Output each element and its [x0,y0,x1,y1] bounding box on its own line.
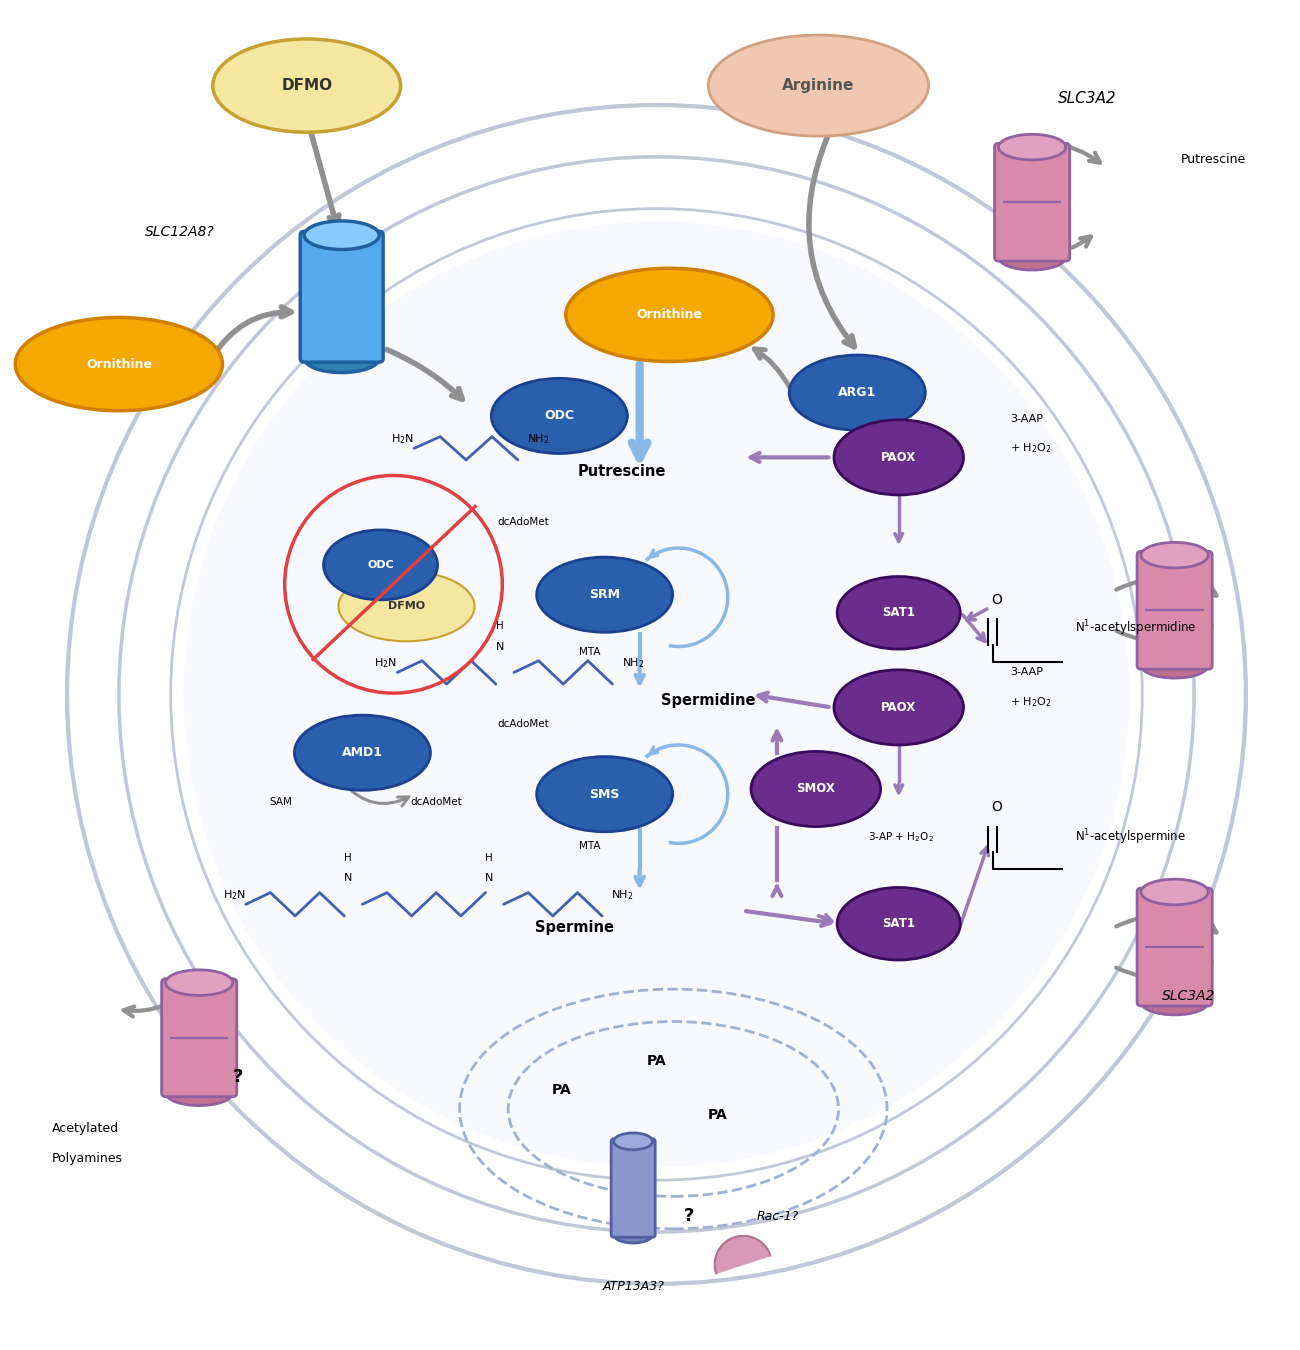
Text: H$_2$N: H$_2$N [391,432,415,446]
Ellipse shape [304,344,380,373]
Text: MTA: MTA [578,841,601,850]
Ellipse shape [537,756,672,832]
Text: 3-AAP: 3-AAP [1010,667,1043,678]
Ellipse shape [833,420,963,495]
Ellipse shape [324,531,438,599]
Text: NH$_2$: NH$_2$ [621,656,644,670]
Text: SAM: SAM [269,796,292,807]
Text: SLC3A2: SLC3A2 [1058,90,1117,107]
Ellipse shape [833,670,963,745]
Text: MTA: MTA [578,647,601,656]
Ellipse shape [304,221,380,250]
Ellipse shape [1141,879,1208,904]
Text: DFMO: DFMO [281,78,333,93]
Text: NH$_2$: NH$_2$ [611,888,633,902]
Text: N$^1$-acetylspermine: N$^1$-acetylspermine [1075,828,1186,846]
Ellipse shape [614,1133,653,1150]
Text: PA: PA [707,1108,727,1122]
Ellipse shape [1141,990,1208,1015]
Text: H$_2$N: H$_2$N [374,656,398,670]
Ellipse shape [1141,652,1208,678]
Ellipse shape [837,887,961,960]
Text: ATP13A3?: ATP13A3? [602,1280,664,1293]
Text: Spermidine: Spermidine [660,694,755,709]
Text: ODC: ODC [545,409,575,423]
Text: Spermine: Spermine [536,921,615,936]
Text: Acetylated: Acetylated [52,1122,118,1135]
Text: ?: ? [233,1068,243,1085]
Ellipse shape [566,269,774,362]
Text: N: N [344,873,352,883]
Ellipse shape [294,716,430,790]
Text: SAT1: SAT1 [883,606,915,620]
Text: N$^1$-acetylspermidine: N$^1$-acetylspermidine [1075,618,1196,639]
Ellipse shape [614,1226,653,1243]
Ellipse shape [1141,543,1208,568]
Text: PAOX: PAOX [881,451,916,464]
Text: 3-AP + H$_2$O$_2$: 3-AP + H$_2$O$_2$ [867,830,933,844]
Text: DFMO: DFMO [387,601,425,612]
Polygon shape [715,1235,771,1273]
Text: O: O [992,801,1002,814]
Text: SAT1: SAT1 [883,917,915,930]
Ellipse shape [338,571,474,641]
Text: O: O [992,593,1002,608]
Text: ?: ? [684,1207,694,1226]
Ellipse shape [165,969,233,995]
Text: dcAdoMet: dcAdoMet [497,720,549,729]
Ellipse shape [16,317,222,410]
Text: SLC12A8?: SLC12A8? [144,225,214,239]
Text: Arginine: Arginine [783,78,854,93]
Text: SMOX: SMOX [797,783,835,795]
FancyBboxPatch shape [300,231,384,362]
Text: 3-AAP: 3-AAP [1010,413,1043,424]
Ellipse shape [213,39,400,132]
Text: Ornithine: Ornithine [86,358,152,371]
Ellipse shape [708,35,928,136]
Text: Putrescine: Putrescine [1182,153,1247,166]
FancyBboxPatch shape [1138,551,1212,670]
FancyBboxPatch shape [611,1139,655,1237]
FancyBboxPatch shape [161,979,237,1096]
Text: H: H [344,853,352,863]
Text: PAOX: PAOX [881,701,916,714]
Text: AMD1: AMD1 [342,747,384,759]
Ellipse shape [998,244,1066,270]
Ellipse shape [998,134,1066,159]
Text: Rac-1?: Rac-1? [757,1210,798,1223]
Text: H$_2$N: H$_2$N [222,888,246,902]
Text: PA: PA [646,1054,667,1068]
Text: N: N [495,641,504,652]
Text: PA: PA [552,1083,572,1096]
Text: ODC: ODC [367,560,394,570]
Text: Polyamines: Polyamines [52,1152,122,1165]
FancyBboxPatch shape [1138,888,1212,1006]
Text: dcAdoMet: dcAdoMet [411,796,462,807]
Ellipse shape [491,378,628,454]
Ellipse shape [789,355,926,431]
Text: SLC3A2: SLC3A2 [1162,990,1216,1003]
Ellipse shape [537,558,672,632]
Text: Ornithine: Ornithine [637,308,702,321]
Text: dcAdoMet: dcAdoMet [497,517,549,526]
Text: + H$_2$O$_2$: + H$_2$O$_2$ [1010,695,1052,709]
FancyBboxPatch shape [994,143,1070,261]
Text: NH$_2$: NH$_2$ [526,432,550,446]
Ellipse shape [837,576,961,649]
Text: ARG1: ARG1 [838,386,876,400]
Text: SRM: SRM [589,589,620,601]
Text: SMS: SMS [589,787,620,801]
Text: Putrescine: Putrescine [577,464,666,479]
Text: N: N [485,873,494,883]
Text: H: H [495,621,503,630]
Ellipse shape [751,752,880,826]
Text: + H$_2$O$_2$: + H$_2$O$_2$ [1010,441,1052,455]
Circle shape [183,221,1130,1168]
Ellipse shape [165,1080,233,1106]
Text: H: H [485,853,493,863]
